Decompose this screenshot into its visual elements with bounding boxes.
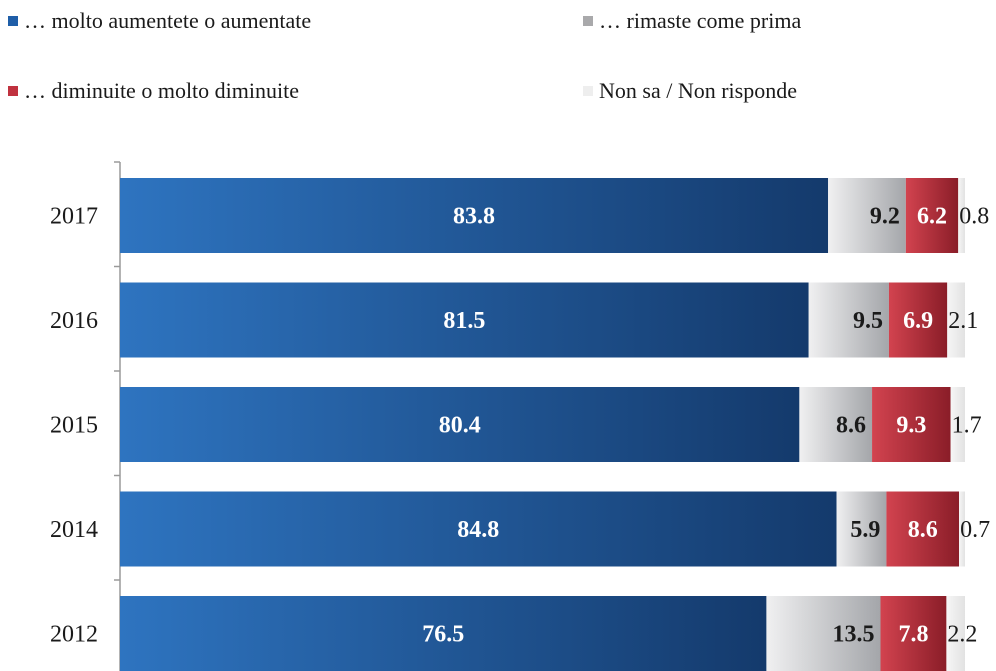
data-label-diminuite-2015: 9.3 [896, 413, 926, 439]
bar-aumentate-2017 [120, 178, 829, 253]
data-label-aumentate-2012: 76.5 [422, 622, 464, 648]
bar-rimaste-2012 [766, 596, 881, 671]
y-tick-label-2014: 2014 [50, 517, 98, 543]
data-label-aumentate-2014: 84.8 [457, 517, 499, 543]
bar-diminuite-2015 [872, 387, 951, 462]
data-label-aumentate-2015: 80.4 [439, 413, 481, 439]
data-label-diminuite-2014: 8.6 [908, 517, 938, 543]
bar-rimaste-2014 [836, 491, 887, 567]
legend-label-rimaste: … rimaste come prima [599, 8, 802, 33]
data-label-non-sa-2014: 0.7 [960, 517, 990, 543]
data-label-diminuite-2012: 7.8 [898, 622, 928, 648]
bar-diminuite-2016 [888, 282, 948, 358]
legend-item-diminuite: … diminuite o molto diminuite [8, 78, 299, 104]
legend-swatch-non-sa [583, 86, 593, 96]
legend-item-rimaste: … rimaste come prima [583, 8, 801, 34]
data-label-non-sa-2017: 0.8 [959, 204, 989, 230]
legend-swatch-rimaste [583, 16, 593, 26]
legend-item-aumentate: … molto aumentete o aumentate [8, 8, 311, 34]
bar-diminuite-2014 [886, 491, 960, 567]
bar-aumentate-2012 [120, 596, 767, 671]
bar-diminuite-2012 [880, 596, 947, 671]
legend-label-non-sa: Non sa / Non risponde [599, 78, 797, 103]
data-label-rimaste-2017: 9.2 [870, 204, 900, 230]
data-label-aumentate-2017: 83.8 [453, 204, 495, 230]
bar-non-sa-2014 [959, 491, 965, 567]
data-label-rimaste-2016: 9.5 [853, 308, 883, 334]
data-label-non-sa-2012: 2.2 [947, 622, 977, 648]
y-tick-label-2012: 2012 [50, 622, 98, 648]
bar-aumentate-2015 [120, 387, 800, 462]
y-tick-label-2017: 2017 [50, 204, 98, 230]
bar-non-sa-2015 [950, 387, 965, 462]
bar-non-sa-2012 [946, 596, 965, 671]
legend-swatch-diminuite [8, 86, 18, 96]
bar-diminuite-2017 [905, 178, 959, 253]
data-label-diminuite-2017: 6.2 [917, 204, 947, 230]
bar-aumentate-2014 [120, 491, 837, 567]
bar-aumentate-2016 [120, 282, 809, 358]
bar-rimaste-2015 [799, 387, 873, 462]
bar-rimaste-2017 [828, 178, 906, 253]
bar-non-sa-2016 [947, 282, 965, 358]
data-label-diminuite-2016: 6.9 [903, 308, 933, 334]
legend-label-diminuite: … diminuite o molto diminuite [24, 78, 299, 103]
legend-item-non-sa: Non sa / Non risponde [583, 78, 797, 104]
data-label-rimaste-2012: 13.5 [833, 622, 875, 648]
y-tick-label-2016: 2016 [50, 308, 98, 334]
data-label-aumentate-2016: 81.5 [443, 308, 485, 334]
legend-label-aumentate: … molto aumentete o aumentate [24, 8, 312, 33]
legend-swatch-aumentate [8, 16, 18, 26]
bar-rimaste-2016 [808, 282, 889, 358]
data-label-non-sa-2015: 1.7 [952, 413, 982, 439]
data-label-rimaste-2014: 5.9 [850, 517, 880, 543]
bar-non-sa-2017 [958, 178, 965, 253]
data-label-rimaste-2015: 8.6 [836, 413, 866, 439]
data-label-non-sa-2016: 2.1 [948, 308, 978, 334]
y-tick-label-2015: 2015 [50, 413, 98, 439]
